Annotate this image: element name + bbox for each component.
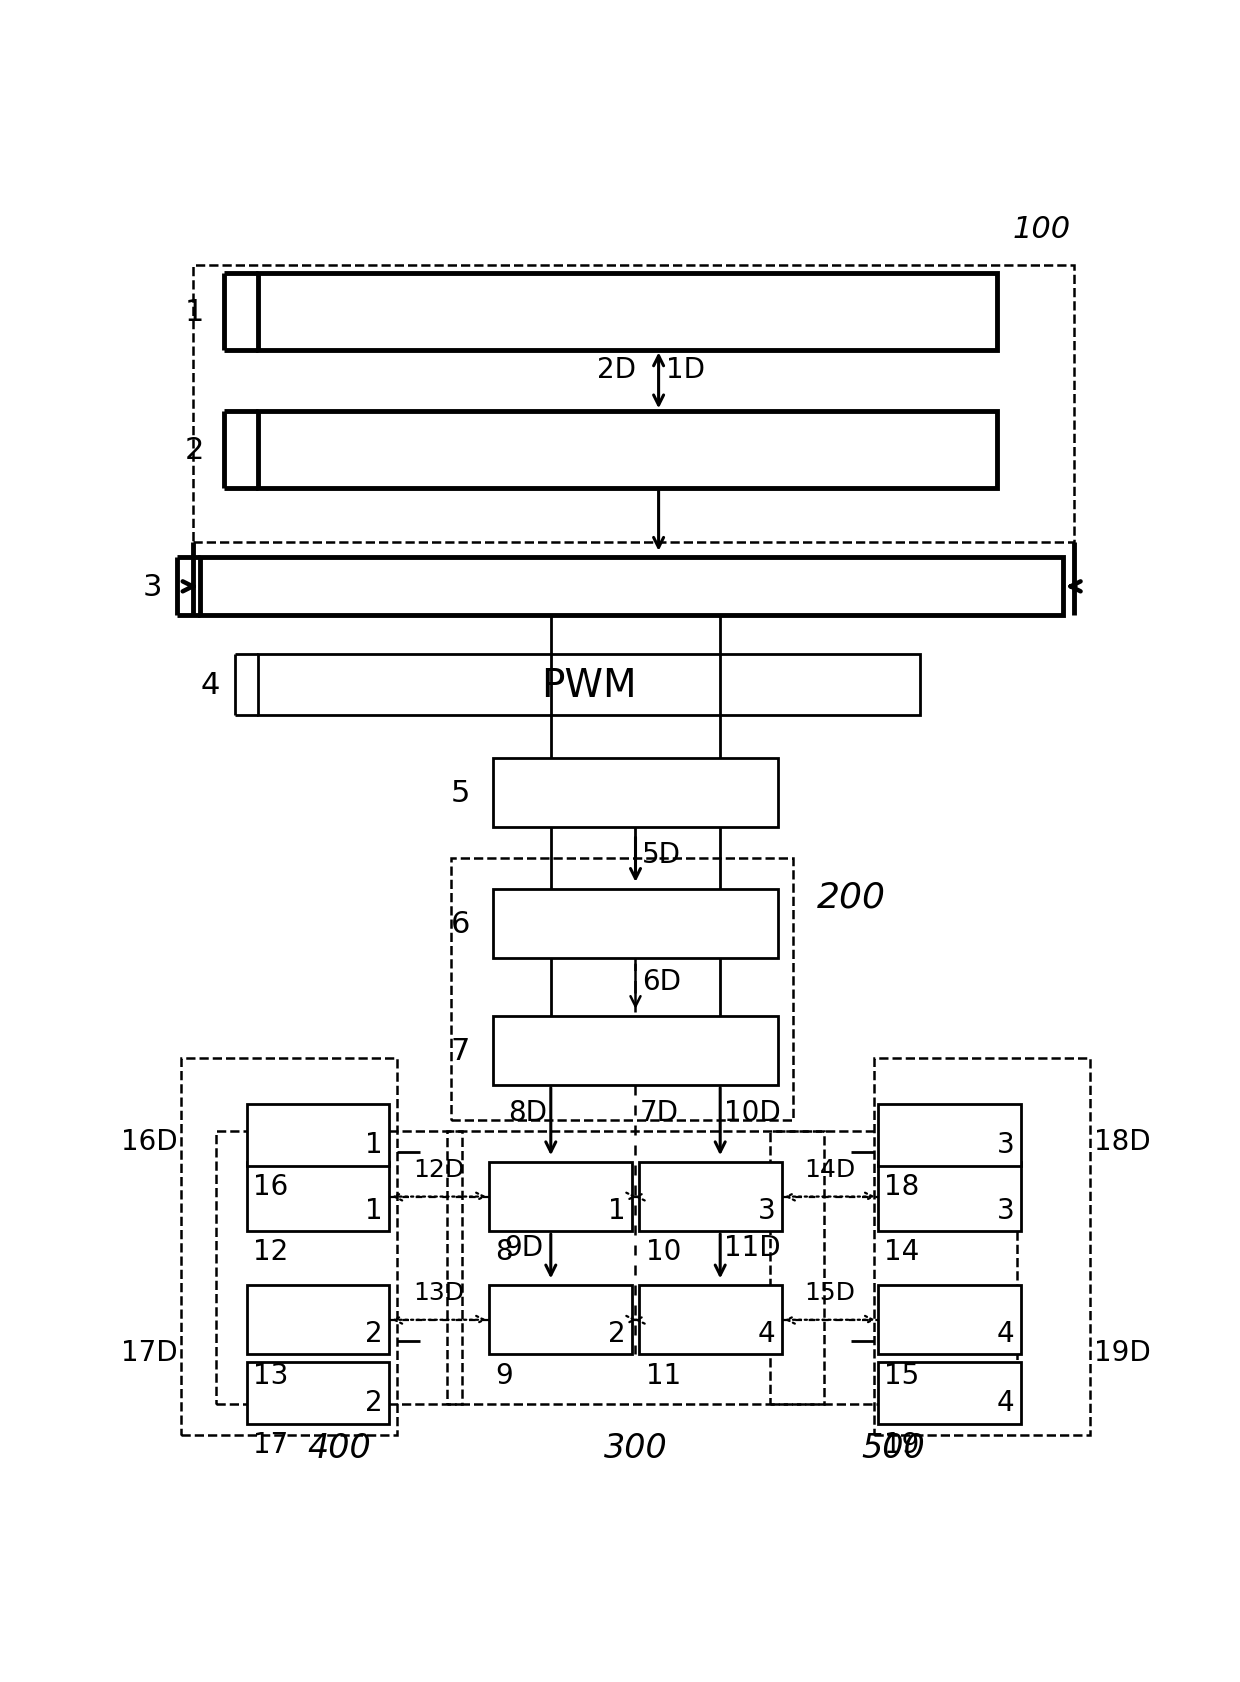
Text: 16: 16: [253, 1172, 288, 1201]
Text: 19D: 19D: [1094, 1339, 1151, 1366]
Bar: [494, 890, 777, 959]
Text: 2: 2: [366, 1388, 383, 1416]
Bar: [494, 1016, 777, 1085]
Bar: [201, 558, 1063, 616]
Text: 1D: 1D: [666, 355, 706, 383]
Bar: [247, 1285, 389, 1354]
Text: 1: 1: [185, 298, 205, 326]
Bar: [258, 274, 997, 350]
Text: 16D: 16D: [120, 1127, 177, 1156]
Bar: [247, 1362, 389, 1425]
Text: PWM: PWM: [542, 666, 637, 705]
Text: 100: 100: [1012, 215, 1070, 244]
Text: 2: 2: [366, 1319, 383, 1347]
Text: 13: 13: [253, 1361, 288, 1389]
Bar: [446, 1132, 825, 1404]
Text: 4: 4: [758, 1319, 776, 1347]
Bar: [490, 1285, 631, 1354]
Bar: [247, 1162, 389, 1231]
Text: 200: 200: [816, 880, 885, 913]
Text: 8: 8: [495, 1238, 513, 1265]
Text: 19: 19: [884, 1430, 920, 1458]
Text: 5: 5: [450, 779, 470, 807]
Text: 3: 3: [758, 1196, 776, 1224]
Text: 500: 500: [862, 1431, 925, 1465]
Text: 18: 18: [884, 1172, 919, 1201]
Text: 7: 7: [450, 1036, 470, 1065]
Bar: [878, 1285, 1021, 1354]
Text: 2: 2: [185, 436, 205, 464]
Bar: [216, 1132, 463, 1404]
Bar: [878, 1362, 1021, 1425]
Bar: [450, 858, 794, 1120]
Text: 9: 9: [495, 1361, 513, 1389]
Text: 3: 3: [997, 1196, 1014, 1224]
Text: 10: 10: [646, 1238, 681, 1265]
Text: 4: 4: [201, 671, 219, 700]
Text: 14D: 14D: [805, 1157, 856, 1181]
Bar: [770, 1132, 1017, 1404]
Text: 12D: 12D: [413, 1157, 465, 1181]
Bar: [878, 1162, 1021, 1231]
Text: 3: 3: [143, 572, 162, 602]
Text: 13D: 13D: [414, 1280, 465, 1305]
Text: 2D: 2D: [596, 355, 636, 383]
Text: 300: 300: [604, 1431, 667, 1465]
Text: 17: 17: [253, 1430, 288, 1458]
Text: 4: 4: [997, 1388, 1014, 1416]
Text: 7D: 7D: [640, 1098, 678, 1127]
Text: 1: 1: [608, 1196, 625, 1224]
Bar: [640, 1285, 781, 1354]
Text: 6D: 6D: [641, 967, 681, 996]
Text: 15D: 15D: [805, 1280, 856, 1305]
Text: 1: 1: [366, 1130, 383, 1159]
Text: 11: 11: [646, 1361, 681, 1389]
Bar: [874, 1058, 1090, 1435]
Text: 10D: 10D: [724, 1098, 781, 1127]
Text: 12: 12: [253, 1238, 288, 1265]
Text: 5D: 5D: [641, 841, 681, 868]
Text: 4: 4: [997, 1319, 1014, 1347]
Text: 400: 400: [308, 1431, 371, 1465]
Text: 6: 6: [450, 910, 470, 939]
Text: 17D: 17D: [120, 1339, 177, 1366]
Text: 8D: 8D: [508, 1098, 547, 1127]
Bar: [181, 1058, 397, 1435]
Text: 1: 1: [366, 1196, 383, 1224]
Bar: [192, 266, 1074, 543]
Text: 11D: 11D: [724, 1233, 781, 1262]
Text: 2: 2: [608, 1319, 625, 1347]
Text: 15: 15: [884, 1361, 919, 1389]
Text: 3: 3: [997, 1130, 1014, 1159]
Text: 18D: 18D: [1094, 1127, 1151, 1156]
Bar: [878, 1105, 1021, 1166]
Bar: [490, 1162, 631, 1231]
Text: 14: 14: [884, 1238, 919, 1265]
Text: 9D: 9D: [503, 1233, 543, 1262]
Bar: [247, 1105, 389, 1166]
Bar: [640, 1162, 781, 1231]
Bar: [258, 654, 920, 717]
Bar: [258, 412, 997, 489]
Bar: [494, 759, 777, 828]
